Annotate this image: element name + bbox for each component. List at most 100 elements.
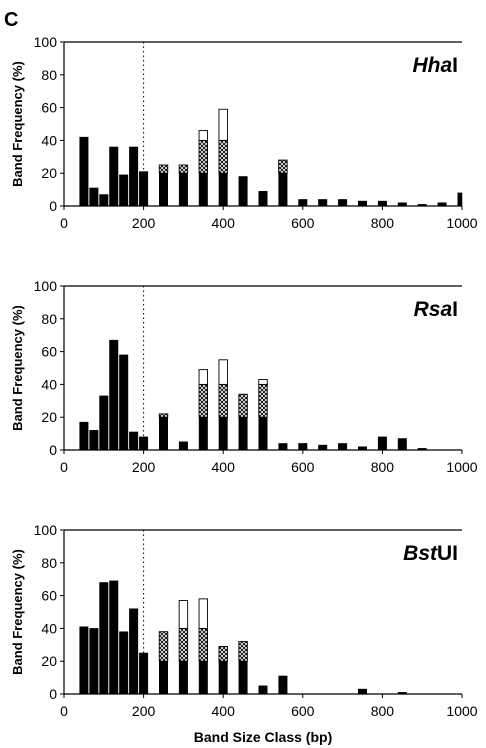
bar-solid <box>457 192 463 207</box>
bar-solid <box>218 416 228 451</box>
bar-solid <box>358 688 367 695</box>
bar-solid <box>109 339 119 451</box>
y-tick-label: 40 <box>41 132 57 148</box>
y-tick-label: 60 <box>41 344 57 360</box>
bar-solid <box>258 685 268 695</box>
bar-solid <box>119 174 129 207</box>
x-tick-label: 1000 <box>446 703 477 719</box>
bar-solid <box>119 631 129 695</box>
bar-solid <box>258 190 268 207</box>
bar-solid <box>109 580 119 695</box>
bar-solid <box>89 628 99 695</box>
x-tick-label: 200 <box>132 703 156 719</box>
bar-crosshatch <box>218 645 228 662</box>
bar-solid <box>79 136 89 207</box>
bar-solid <box>99 582 109 695</box>
bar-solid <box>119 354 129 451</box>
chart-title-suffix: UI <box>437 542 458 565</box>
bar-solid <box>129 146 139 207</box>
bar-crosshatch <box>178 164 189 174</box>
bar-solid <box>318 199 328 207</box>
bar-solid <box>129 431 139 451</box>
y-tick-label: 100 <box>34 278 58 294</box>
y-tick-label: 80 <box>41 67 57 83</box>
bar-crosshatch <box>238 393 248 418</box>
bar-solid <box>338 443 348 451</box>
bar-solid <box>437 202 447 207</box>
chart-title-italic: Rsa <box>414 298 453 321</box>
bar-crosshatch <box>278 159 288 174</box>
bar-crosshatch <box>198 383 209 418</box>
x-tick-label: 200 <box>132 215 156 231</box>
y-axis-label: Band Frequency (%) <box>10 61 25 187</box>
bar-solid <box>417 448 427 451</box>
y-tick-label: 0 <box>49 442 57 458</box>
bar-solid <box>159 172 168 207</box>
bar-open <box>218 359 228 385</box>
bar-open <box>198 369 209 385</box>
bar-open <box>218 108 228 141</box>
chart-title-suffix: I <box>452 54 458 77</box>
bar-solid <box>278 172 288 207</box>
x-tick-label: 800 <box>371 703 395 719</box>
bar-solid <box>298 443 308 451</box>
bar-solid <box>79 626 89 695</box>
y-tick-label: 40 <box>41 620 57 636</box>
bar-solid <box>178 441 188 451</box>
bar-solid <box>89 187 99 207</box>
y-tick-label: 80 <box>41 555 57 571</box>
y-tick-label: 60 <box>41 588 57 604</box>
bar-solid <box>358 446 367 451</box>
x-tick-label: 0 <box>60 703 68 719</box>
y-tick-label: 40 <box>41 376 57 392</box>
bar-solid <box>159 660 168 695</box>
x-tick-label: 1000 <box>446 459 477 475</box>
bar-solid <box>298 199 308 207</box>
bar-crosshatch <box>198 139 209 174</box>
y-axis-label: Band Frequency (%) <box>10 305 25 431</box>
bar-open <box>198 598 209 629</box>
bar-solid <box>377 436 387 451</box>
chart-title-italic: Bst <box>403 542 438 565</box>
bar-solid <box>258 416 268 451</box>
bar-solid <box>218 172 228 207</box>
bar-crosshatch <box>258 383 268 418</box>
y-axis-label: Band Frequency (%) <box>10 549 25 675</box>
y-tick-label: 100 <box>34 34 58 50</box>
chart-title-italic: Hha <box>412 54 452 77</box>
bar-solid <box>397 438 407 451</box>
y-tick-label: 20 <box>41 653 57 669</box>
x-tick-label: 1000 <box>446 215 477 231</box>
bar-solid <box>238 416 248 451</box>
bar-solid <box>358 200 367 207</box>
bar-crosshatch <box>218 139 228 174</box>
bar-solid <box>178 660 188 695</box>
bar-solid <box>198 416 208 451</box>
bar-solid <box>139 436 149 451</box>
chart-title-suffix: I <box>452 298 458 321</box>
bar-solid <box>109 146 119 207</box>
bar-solid <box>238 176 248 207</box>
bar-solid <box>198 172 208 207</box>
bar-solid <box>377 200 387 207</box>
bar-solid <box>129 608 139 695</box>
bar-solid <box>198 660 208 695</box>
y-tick-label: 100 <box>34 522 58 538</box>
bar-solid <box>89 430 99 451</box>
y-tick-label: 80 <box>41 311 57 327</box>
bar-solid <box>338 199 348 207</box>
x-axis-label: Band Size Class (bp) <box>194 729 332 745</box>
bar-solid <box>238 660 248 695</box>
bar-solid <box>397 202 407 207</box>
x-tick-label: 200 <box>132 459 156 475</box>
panel-label: C <box>4 9 18 31</box>
y-tick-label: 20 <box>41 165 57 181</box>
bar-solid <box>218 660 228 695</box>
bar-solid <box>99 194 109 207</box>
bar-open <box>178 600 189 629</box>
bar-open <box>258 379 268 385</box>
bar-solid <box>318 444 328 451</box>
